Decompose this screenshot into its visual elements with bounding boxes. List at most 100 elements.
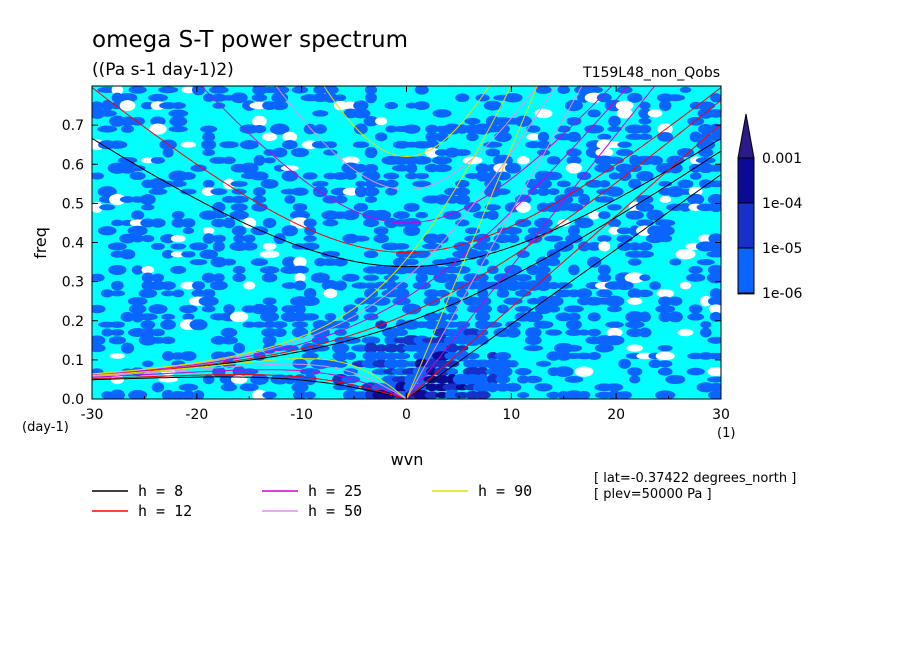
contour-patch xyxy=(626,344,643,352)
contour-patch xyxy=(364,86,378,95)
contour-patch xyxy=(474,391,491,399)
contour-patch xyxy=(462,373,482,385)
contour-patch xyxy=(433,272,451,283)
contour-patch xyxy=(342,209,360,221)
contour-patch xyxy=(475,94,490,102)
y-axis-unit: (day-1) xyxy=(22,420,69,435)
contour-patch xyxy=(534,178,552,190)
contour-patch xyxy=(423,289,440,298)
contour-patch xyxy=(412,180,432,188)
contour-patch xyxy=(608,218,621,228)
contour-patch xyxy=(311,180,329,187)
contour-patch xyxy=(565,162,583,174)
contour-patch xyxy=(230,203,248,212)
contour-patch xyxy=(333,257,348,267)
contour-patch xyxy=(322,219,339,227)
contour-patch xyxy=(109,193,126,205)
contour-patch xyxy=(514,305,532,313)
contour-patch xyxy=(148,188,168,195)
contour-patch xyxy=(607,204,622,211)
contour-patch xyxy=(384,179,399,188)
contour-patch xyxy=(148,304,168,314)
contour-patch xyxy=(259,250,280,259)
contour-patch xyxy=(454,320,471,329)
contour-patch xyxy=(101,391,114,399)
contour-patch xyxy=(131,210,145,220)
contour-patch xyxy=(476,257,489,267)
contour-patch xyxy=(149,123,167,135)
contour-patch xyxy=(556,351,572,361)
contour-patch xyxy=(341,156,360,165)
contour-patch xyxy=(708,296,721,306)
contour-patch xyxy=(708,390,721,399)
contour-patch xyxy=(597,234,612,243)
contour-patch xyxy=(486,265,499,275)
legend-entry: h = 50 xyxy=(308,502,362,520)
contour-patch xyxy=(101,99,114,112)
contour-patch xyxy=(109,290,126,297)
contour-patch xyxy=(111,219,124,227)
contour-patch xyxy=(229,311,249,323)
x-axis: -30 -20 -10 0 10 20 30 xyxy=(81,86,730,423)
contour-patch xyxy=(199,249,218,260)
contour-patch xyxy=(262,391,277,399)
contour-patch xyxy=(139,194,156,205)
contour-patch xyxy=(462,156,483,165)
contour-patch xyxy=(577,390,591,399)
contour-patch xyxy=(271,92,289,104)
contour-patch xyxy=(322,86,339,95)
contour-patch xyxy=(342,311,359,322)
contour-patch xyxy=(625,210,644,220)
contour-patch xyxy=(594,196,614,203)
contour-patch xyxy=(120,311,135,322)
contour-patch xyxy=(608,115,621,127)
contour-patch xyxy=(180,281,197,290)
contour-patch xyxy=(506,234,520,244)
contour-patch xyxy=(578,329,590,336)
contour-patch xyxy=(536,256,551,268)
contour-patch xyxy=(182,390,195,399)
contour-patch xyxy=(262,297,277,306)
contour-patch xyxy=(576,171,592,181)
contour-patch xyxy=(171,218,185,228)
contour-patch xyxy=(618,358,631,369)
info-lat: [ lat=-0.37422 degrees_north ] xyxy=(594,471,796,486)
contour-patch xyxy=(617,241,632,252)
contour-patch xyxy=(689,172,702,180)
contour-patch xyxy=(455,179,470,188)
contour-patch xyxy=(232,265,246,274)
contour-patch xyxy=(180,188,197,195)
contour-patch xyxy=(252,115,267,127)
contour-patch xyxy=(473,296,492,306)
contour-patch xyxy=(446,305,458,313)
contour-patch xyxy=(291,86,309,94)
contour-patch xyxy=(627,92,643,103)
contour-patch xyxy=(189,319,208,331)
contour-patch xyxy=(168,125,188,133)
contour-patch xyxy=(649,281,661,290)
contour-patch xyxy=(374,132,388,142)
contour-patch xyxy=(262,132,278,142)
contour-patch xyxy=(230,375,248,384)
contour-patch xyxy=(463,273,482,283)
contour-patch xyxy=(109,389,125,399)
contour-patch xyxy=(596,289,613,298)
contour-patch xyxy=(706,241,721,252)
contour-patch xyxy=(260,311,280,323)
contour-patch xyxy=(345,351,357,360)
contour-patch xyxy=(252,195,267,204)
contour-patch xyxy=(92,101,104,110)
contour-patch xyxy=(658,296,673,307)
colorbar-label: 1e-04 xyxy=(762,196,802,212)
contour-patch xyxy=(363,250,379,259)
contour-patch xyxy=(331,343,350,354)
contour-patch xyxy=(434,194,450,205)
dispersion-curve-h90-mrg xyxy=(92,258,407,375)
contour-patch xyxy=(627,297,643,305)
contour-patch xyxy=(363,116,379,127)
contour-patch xyxy=(545,329,562,336)
contour-patch xyxy=(514,115,532,127)
contour-patch xyxy=(284,195,296,204)
y-tick-label: 0.5 xyxy=(62,196,84,212)
contour-patch xyxy=(564,375,584,383)
